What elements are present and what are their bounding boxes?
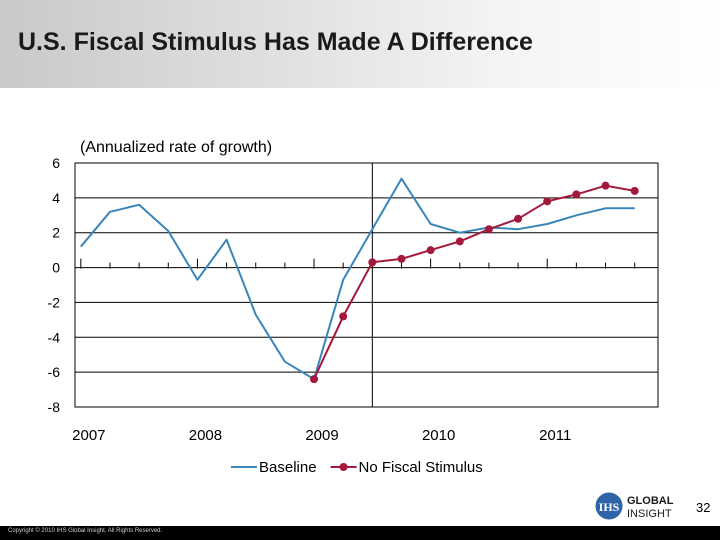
data-point bbox=[630, 186, 639, 195]
plot-area: 6 4 2 0 -2 -4 -6 -8 2007 2008 2009 2010 2011 bbox=[48, 155, 659, 444]
data-point bbox=[484, 225, 493, 234]
y-tick-label: 6 bbox=[52, 155, 60, 171]
page-number: 32 bbox=[696, 500, 711, 515]
y-tick-label: 4 bbox=[52, 190, 60, 206]
logo-circle-icon bbox=[595, 492, 623, 520]
y-tick-label: -8 bbox=[48, 399, 61, 415]
logo-mark: IHS bbox=[599, 500, 620, 514]
data-point bbox=[543, 197, 552, 206]
ihs-global-insight-logo: IHS GLOBAL INSIGHT bbox=[595, 492, 674, 520]
data-point bbox=[426, 246, 435, 255]
data-point bbox=[572, 190, 581, 199]
legend-label: No Fiscal Stimulus bbox=[359, 459, 483, 476]
title-bar: U.S. Fiscal Stimulus Has Made A Differen… bbox=[0, 0, 720, 88]
chart-subtitle: (Annualized rate of growth) bbox=[80, 139, 272, 156]
y-tick-label: -2 bbox=[48, 294, 61, 310]
data-point bbox=[339, 312, 348, 321]
growth-line-chart: (Annualized rate of growth) 6 4 2 0 -2 -4 -6 -8… bbox=[48, 139, 659, 476]
data-point bbox=[514, 214, 523, 223]
y-tick-label: -4 bbox=[48, 329, 61, 345]
series-line-no-fiscal-stimulus bbox=[313, 184, 635, 380]
y-tick-label: 0 bbox=[52, 260, 60, 276]
data-point bbox=[368, 258, 377, 267]
x-tick-label: 2010 bbox=[422, 427, 455, 444]
y-tick-label: -6 bbox=[48, 364, 61, 380]
legend-marker bbox=[339, 463, 348, 471]
legend-label: Baseline bbox=[259, 459, 317, 476]
data-point bbox=[397, 254, 406, 263]
logo-line-1: GLOBAL bbox=[627, 495, 674, 507]
x-tick-label: 2009 bbox=[305, 427, 338, 444]
plot-frame bbox=[74, 162, 659, 408]
copyright-text: Copyright © 2010 IHS Global Insight. All… bbox=[8, 528, 163, 534]
x-tick-label: 2011 bbox=[539, 427, 571, 444]
data-point bbox=[455, 237, 464, 246]
footer-bar: Copyright © 2010 IHS Global Insight. All… bbox=[0, 526, 720, 540]
legend: Baseline No Fiscal Stimulus bbox=[231, 459, 483, 476]
data-point bbox=[310, 375, 319, 384]
y-tick-label: 2 bbox=[52, 225, 60, 241]
x-tick-label: 2008 bbox=[189, 427, 222, 444]
logo-line-2: INSIGHT bbox=[627, 508, 672, 520]
data-point bbox=[601, 181, 610, 190]
page-title: U.S. Fiscal Stimulus Has Made A Differen… bbox=[18, 28, 533, 56]
series-line-baseline bbox=[80, 177, 635, 381]
x-tick-label: 2007 bbox=[72, 427, 105, 444]
